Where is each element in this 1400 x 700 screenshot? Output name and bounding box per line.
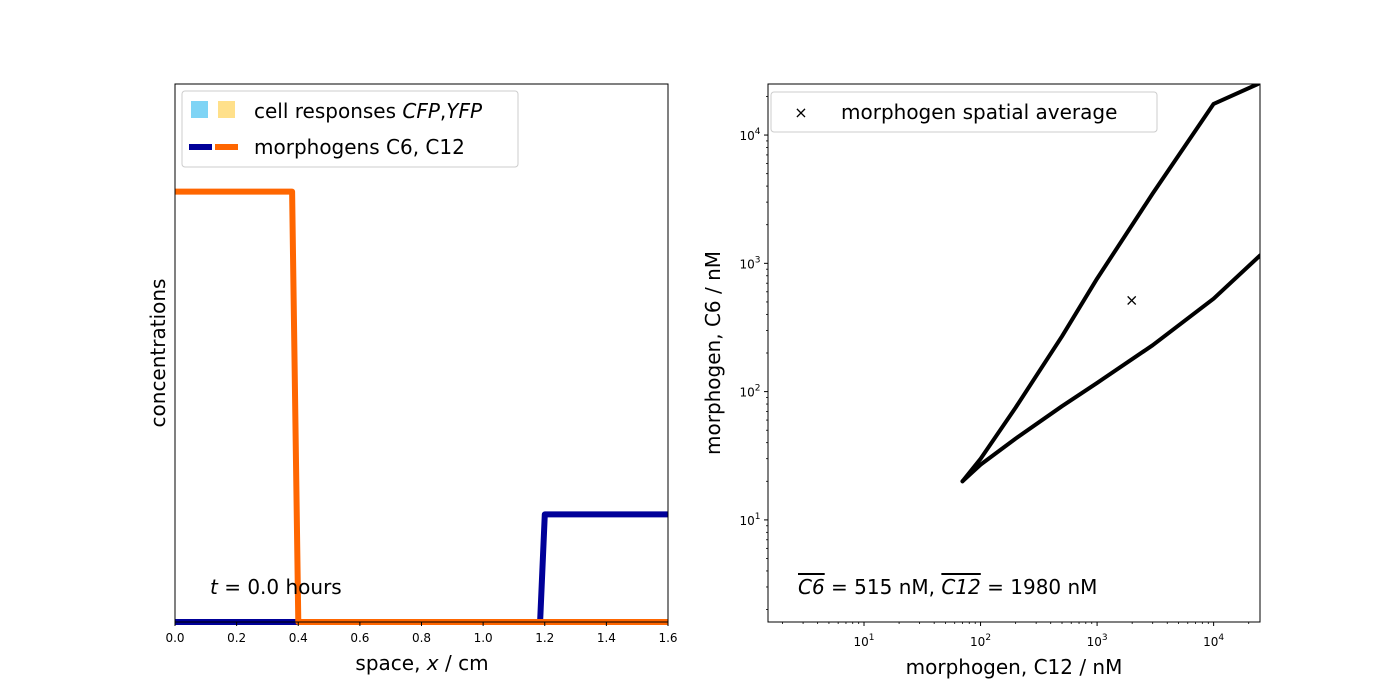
right-legend-box [770, 91, 1158, 133]
series-line-c6 [175, 511, 668, 625]
x-tick-label: 0.6 [350, 631, 369, 645]
y-tick-label: 103 [739, 255, 760, 271]
x-tick-label: 0.8 [412, 631, 431, 645]
left-legend-label-cell-responses: cell responses CFP,YFP [254, 99, 483, 123]
left-chart: 0.0 0.2 0.4 0.6 0.8 1.0 1.2 1.4 1.6 space, x / c… [146, 83, 678, 675]
left-legend-label-morphogens: morphogens C6, C12 [254, 135, 465, 159]
right-plot-frame [767, 83, 1261, 623]
x-tick-label: 103 [1087, 633, 1108, 649]
x-tick-label: 104 [1203, 633, 1224, 649]
right-legend: × morphogen spatial average [770, 91, 1158, 133]
left-legend: cell responses CFP,YFP morphogens C6, C1… [181, 90, 519, 168]
series-line-c12 [175, 188, 668, 625]
time-annotation: t = 0.0 hours [210, 575, 342, 599]
cfp-legend-swatch [191, 101, 208, 118]
x-tick-label: 1.4 [597, 631, 616, 645]
x-tick-label: 1.6 [658, 631, 677, 645]
x-tick-label: 0.0 [165, 631, 184, 645]
right-x-ticks: 101 102 103 104 [782, 622, 1250, 649]
y-tick-label: 104 [739, 127, 760, 143]
right-series-lines: × [960, 84, 1260, 484]
x-tick-label: 102 [970, 633, 991, 649]
x-tick-label: 0.2 [227, 631, 246, 645]
left-x-ticks: 0.0 0.2 0.4 0.6 0.8 1.0 1.2 1.4 1.6 [165, 622, 678, 645]
y-tick-label: 101 [739, 512, 760, 528]
right-y-ticks: 101 102 103 104 [739, 96, 768, 610]
yfp-legend-swatch [218, 101, 235, 118]
upper-boundary-line [960, 84, 1260, 484]
right-x-axis-label: morphogen, C12 / nM [906, 655, 1123, 679]
right-chart: × 101 102 103 104 101 102 103 104 morphogen, C… [701, 83, 1261, 679]
left-series-lines [175, 188, 668, 625]
y-tick-label: 102 [739, 384, 760, 400]
right-y-axis-label: morphogen, C6 / nM [701, 251, 725, 455]
x-tick-label: 0.4 [289, 631, 308, 645]
x-tick-label: 1.2 [535, 631, 554, 645]
left-x-axis-label: space, x / cm [355, 651, 488, 675]
left-legend-box [181, 90, 519, 168]
lower-boundary-line [960, 253, 1260, 484]
x-tick-label: 101 [854, 633, 875, 649]
x-tick-label: 1.0 [474, 631, 493, 645]
average-annotation: C6 = 515 nM, C12 = 1980 nM [798, 575, 1097, 599]
left-y-axis-label: concentrations [146, 279, 170, 428]
right-legend-marker: × [794, 103, 807, 122]
right-legend-label: morphogen spatial average [841, 100, 1117, 124]
spatial-average-point: × [1125, 290, 1138, 309]
